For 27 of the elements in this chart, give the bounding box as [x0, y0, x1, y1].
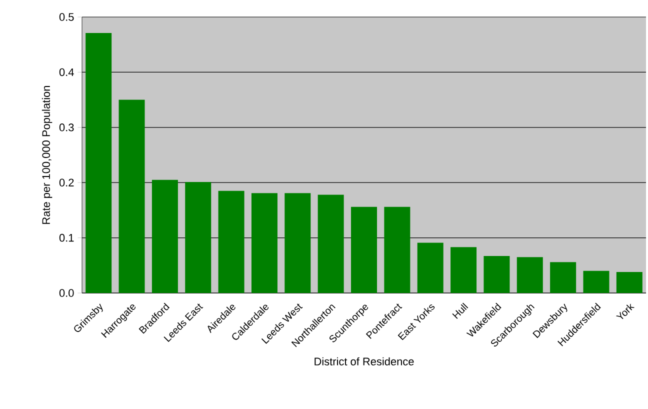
- y-tick-label: 0.2: [59, 178, 74, 186]
- bar: [284, 193, 311, 293]
- y-tick-label: 0.3: [59, 124, 74, 132]
- bar: [516, 257, 543, 293]
- y-tick-label: 0.1: [59, 234, 74, 242]
- bar: [351, 206, 378, 293]
- y-tick-label: 0.4: [59, 68, 74, 76]
- y-tick-label: 0.5: [59, 13, 74, 21]
- bar: [484, 256, 510, 293]
- bar: [152, 180, 178, 293]
- bar: [86, 33, 112, 293]
- bar: [318, 194, 344, 293]
- bar: [417, 242, 444, 293]
- bar: [218, 190, 244, 293]
- bar: [550, 262, 576, 293]
- x-tick-label: York: [616, 304, 635, 320]
- x-tick-label: Hull: [452, 302, 468, 319]
- bar: [185, 182, 212, 293]
- bar: [450, 247, 477, 293]
- bar: [251, 193, 278, 293]
- y-axis-title: Rate per 100,000 Population: [42, 86, 52, 224]
- y-tick-label: 0.0: [59, 289, 74, 297]
- bar: [616, 272, 642, 293]
- bar: [384, 206, 410, 293]
- x-axis-title: District of Residence: [314, 357, 414, 366]
- bar: [583, 270, 610, 293]
- bar: [118, 100, 145, 293]
